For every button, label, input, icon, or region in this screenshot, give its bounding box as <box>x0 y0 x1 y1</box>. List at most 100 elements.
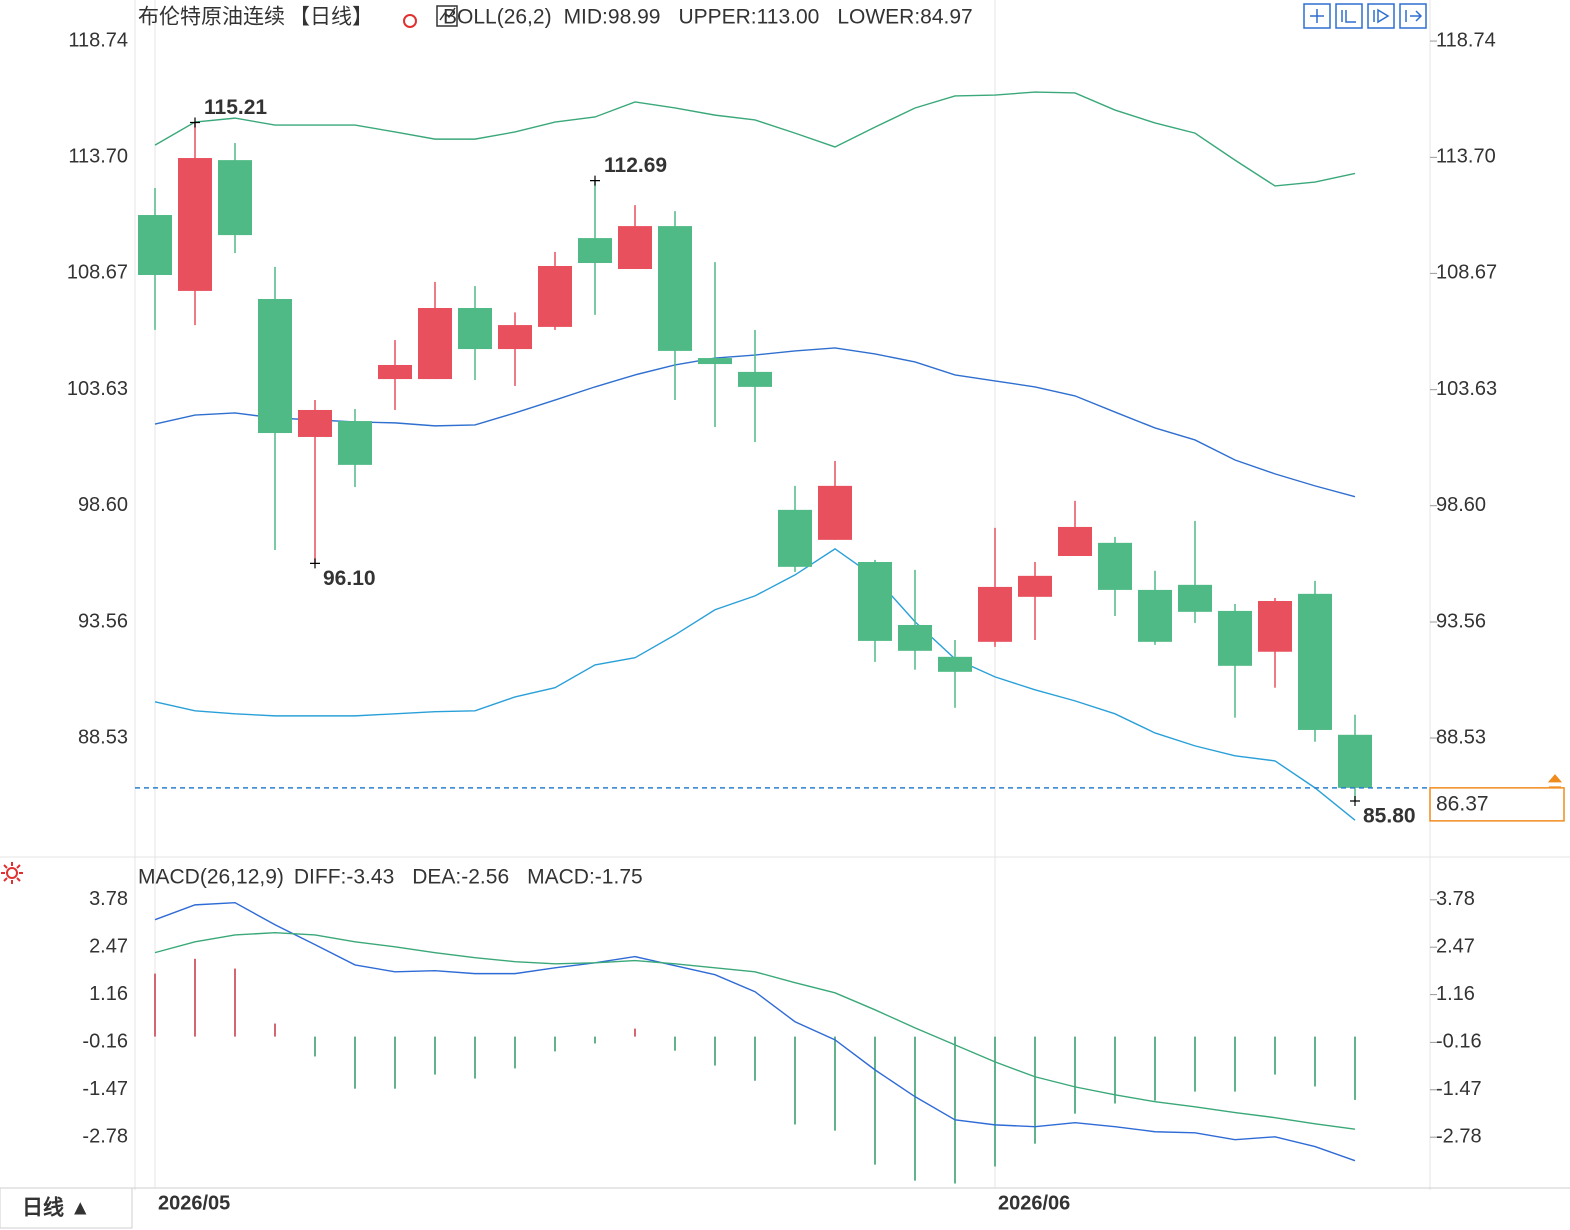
candle-body <box>818 485 852 540</box>
icon-sun[interactable] <box>6 867 18 879</box>
candle-body <box>938 656 972 672</box>
candle-body <box>178 158 212 291</box>
y-tick-label: 118.74 <box>68 29 128 51</box>
y2-tick-label: 93.56 <box>1436 610 1486 632</box>
y2-tick-label: 2.47 <box>1436 935 1475 957</box>
low-marker <box>310 558 320 569</box>
legend-entry: UPPER:113.00 <box>678 6 819 29</box>
candle-body <box>778 509 812 567</box>
candle-body <box>218 160 252 236</box>
low-label: 96.10 <box>323 567 376 590</box>
candle-body <box>498 325 532 350</box>
y2-tick-label: 118.74 <box>1436 29 1496 51</box>
chart-title: 布伦特原油连续 <box>138 6 285 29</box>
y2-tick-label: 108.67 <box>1436 262 1497 284</box>
icon-box <box>436 5 458 27</box>
candle-body <box>698 358 732 365</box>
indicator-name: BOLL(26,2) <box>443 6 552 29</box>
period-label: 【日线】 <box>289 6 373 29</box>
icon-glyph <box>1405 10 1423 22</box>
y2-tick-label: 113.70 <box>1436 146 1496 168</box>
y2-tick-label: 98.60 <box>1436 494 1486 516</box>
y-tick-label: -2.78 <box>82 1125 128 1147</box>
candle-body <box>658 226 692 351</box>
candle-body <box>458 307 492 350</box>
y-tick-label: -0.16 <box>82 1031 128 1053</box>
candle-body <box>378 364 412 380</box>
icon-crosshair[interactable] <box>1303 3 1331 29</box>
icon-rays <box>1 862 23 884</box>
indicator-line <box>154 91 1356 187</box>
legend-entry: DIFF:-3.43 <box>294 866 394 889</box>
indicator-title: MACD(26,12,9) <box>138 866 284 889</box>
low-label: 85.80 <box>1363 805 1416 828</box>
x-tick-label: 2026/06 <box>998 1192 1070 1214</box>
candle-body <box>618 226 652 270</box>
icon-glyph <box>439 7 456 21</box>
candle-body <box>1298 593 1332 730</box>
y2-tick-label: -1.47 <box>1436 1078 1482 1100</box>
candle-body <box>898 624 932 651</box>
indicator-line <box>154 548 1356 821</box>
y-tick-label: 1.16 <box>89 983 128 1005</box>
legend-entry: MACD:-1.75 <box>527 866 643 889</box>
indicator-line <box>154 932 1356 1130</box>
legend-entry: DEA:-2.56 <box>412 866 509 889</box>
y2-tick-label: -2.78 <box>1436 1125 1482 1147</box>
y2-tick-label: -0.16 <box>1436 1031 1482 1053</box>
high-marker <box>190 117 200 128</box>
icon-circle <box>403 14 417 28</box>
period-button-box[interactable] <box>0 1187 133 1229</box>
y-tick-label: 98.60 <box>78 494 128 516</box>
candle-body <box>1058 526 1092 557</box>
y-tick-label: 103.63 <box>67 378 128 400</box>
candle-body <box>578 238 612 264</box>
candle-body <box>418 307 452 380</box>
candle-body <box>738 371 772 387</box>
last-price-box <box>1429 787 1565 822</box>
candle-body <box>1258 600 1292 652</box>
candle-body <box>298 409 332 437</box>
candle-body <box>1138 589 1172 642</box>
y-tick-label: 3.78 <box>89 888 128 910</box>
candle-body <box>138 215 172 276</box>
boll-icon <box>436 5 458 27</box>
y2-tick-label: 1.16 <box>1436 983 1475 1005</box>
candle-body <box>858 562 892 641</box>
high-marker <box>590 175 600 186</box>
period-button[interactable]: 日线 ▲ <box>22 1196 91 1220</box>
candle-body <box>978 586 1012 642</box>
icon-glyph <box>1373 8 1390 24</box>
candle-body <box>258 298 292 434</box>
indicator-line <box>154 901 1356 1162</box>
candle-body <box>338 421 372 465</box>
toolbar-icons <box>1303 3 1427 29</box>
icon-glyph <box>1310 9 1324 23</box>
candle-body <box>1218 610 1252 666</box>
icon-zoom-out[interactable] <box>1335 3 1363 29</box>
y-tick-label: -1.47 <box>82 1078 128 1100</box>
icon-play[interactable] <box>1367 3 1395 29</box>
y-tick-label: 88.53 <box>78 726 128 748</box>
candle-body <box>1018 575 1052 597</box>
x-tick-label: 2026/05 <box>158 1192 230 1214</box>
high-label: 115.21 <box>204 96 267 119</box>
candle-body <box>1338 734 1372 788</box>
high-label: 112.69 <box>604 154 667 177</box>
y-tick-label: 108.67 <box>67 262 128 284</box>
y-tick-label: 93.56 <box>78 610 128 632</box>
legend-entry: MID:98.99 <box>564 6 661 29</box>
low-marker <box>1350 796 1360 807</box>
y2-tick-label: 103.63 <box>1436 378 1497 400</box>
y2-tick-label: 3.78 <box>1436 888 1475 910</box>
legend-entry: LOWER:84.97 <box>837 6 972 29</box>
candle-body <box>1098 542 1132 590</box>
settings-icon <box>1 14 417 884</box>
icon-end[interactable] <box>1399 3 1427 29</box>
y2-tick-label: 88.53 <box>1436 726 1486 748</box>
last-price-label: 86.37 <box>1436 792 1489 815</box>
y-tick-label: 2.47 <box>89 935 128 957</box>
candle-body <box>538 266 572 327</box>
icon-glyph <box>1341 10 1356 23</box>
